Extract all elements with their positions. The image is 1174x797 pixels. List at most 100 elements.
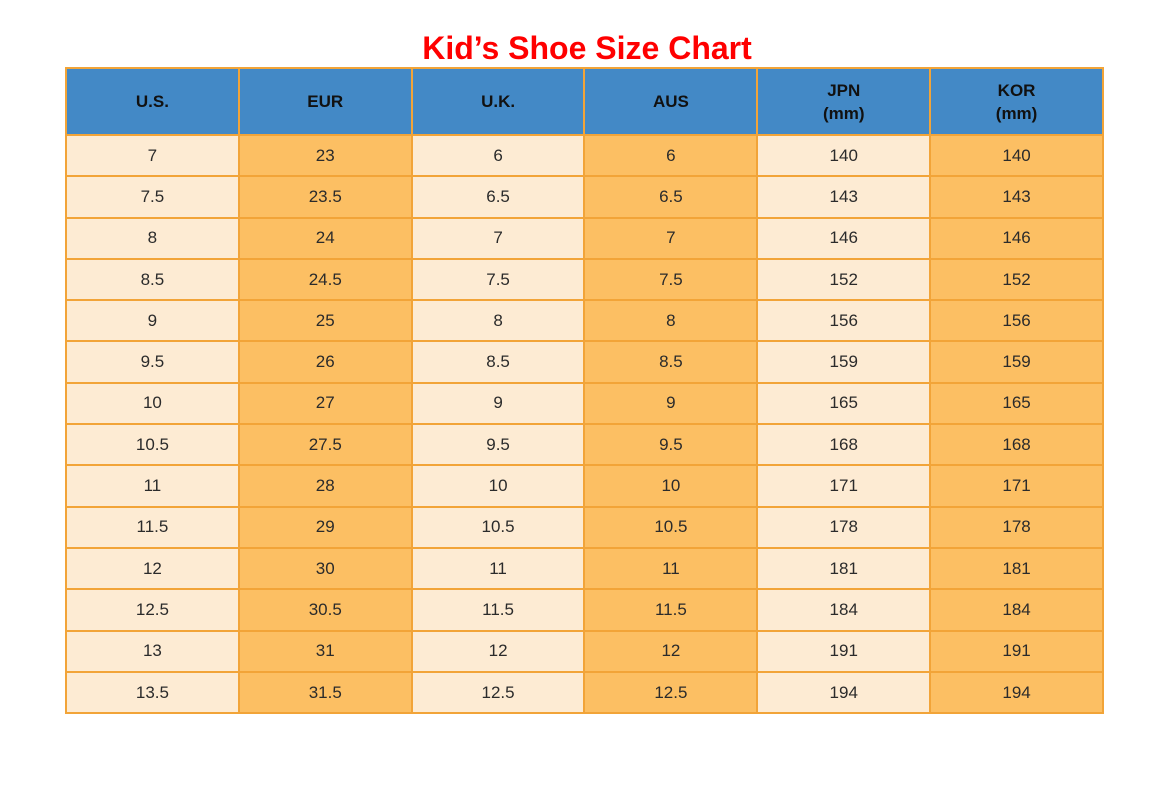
cell-jpn: 156: [756, 299, 932, 343]
cell-kor: 181: [929, 546, 1104, 591]
cell-us: 10: [65, 381, 240, 426]
page: Kid’s Shoe Size Chart U.S. EUR U.K. AUS JPN (…: [65, 30, 1104, 715]
cell-uk: 9.5: [410, 423, 586, 467]
cell-eur: 30.5: [237, 588, 413, 632]
cell-aus: 12.5: [583, 670, 759, 715]
cell-uk: 12.5: [410, 670, 586, 715]
cell-aus: 11: [583, 546, 759, 591]
cell-eur: 23.5: [237, 175, 413, 219]
column-header-label: JPN: [827, 80, 861, 100]
table-row: 7 23 6 6 140 140: [65, 133, 1104, 178]
cell-aus: 9.5: [583, 423, 759, 467]
cell-us: 7.5: [65, 175, 240, 219]
cell-uk: 6: [410, 133, 586, 178]
cell-uk: 7.5: [410, 257, 586, 302]
cell-jpn: 146: [756, 216, 932, 260]
table-row: 9.5 26 8.5 8.5 159 159: [65, 340, 1104, 384]
table-row: 8 24 7 7 146 146: [65, 216, 1104, 260]
cell-aus: 7.5: [583, 257, 759, 302]
cell-us: 8: [65, 216, 240, 260]
cell-kor: 191: [929, 629, 1104, 673]
cell-us: 12.5: [65, 588, 240, 632]
table-row: 12.5 30.5 11.5 11.5 184 184: [65, 588, 1104, 632]
cell-us: 13: [65, 629, 240, 673]
cell-aus: 7: [583, 216, 759, 260]
table-row: 8.5 24.5 7.5 7.5 152 152: [65, 257, 1104, 302]
cell-us: 8.5: [65, 257, 240, 302]
cell-kor: 146: [929, 216, 1104, 260]
column-header-eur: EUR: [237, 67, 413, 136]
cell-uk: 11.5: [410, 588, 586, 632]
column-header-aus: AUS: [583, 67, 759, 136]
cell-eur: 24: [237, 216, 413, 260]
column-header-jpn: JPN (mm): [756, 67, 932, 136]
table-row: 11.5 29 10.5 10.5 178 178: [65, 505, 1104, 549]
cell-kor: 178: [929, 505, 1104, 549]
cell-jpn: 184: [756, 588, 932, 632]
cell-us: 11.5: [65, 505, 240, 549]
table-row: 9 25 8 8 156 156: [65, 299, 1104, 343]
cell-jpn: 178: [756, 505, 932, 549]
shoe-size-table: U.S. EUR U.K. AUS JPN (mm) KOR (mm) 7 23 6 6 140 140…: [65, 67, 1104, 715]
cell-kor: 171: [929, 464, 1104, 508]
cell-eur: 31.5: [237, 670, 413, 715]
cell-eur: 26: [237, 340, 413, 384]
cell-uk: 12: [410, 629, 586, 673]
table-row: 11 28 10 10 171 171: [65, 464, 1104, 508]
cell-aus: 9: [583, 381, 759, 426]
cell-eur: 31: [237, 629, 413, 673]
cell-eur: 27.5: [237, 423, 413, 467]
cell-eur: 30: [237, 546, 413, 591]
cell-us: 9.5: [65, 340, 240, 384]
cell-us: 10.5: [65, 423, 240, 467]
cell-kor: 194: [929, 670, 1104, 715]
cell-us: 13.5: [65, 670, 240, 715]
page-title: Kid’s Shoe Size Chart: [422, 30, 752, 66]
cell-jpn: 168: [756, 423, 932, 467]
cell-eur: 23: [237, 133, 413, 178]
table-row: 12 30 11 11 181 181: [65, 546, 1104, 591]
cell-jpn: 181: [756, 546, 932, 591]
cell-eur: 27: [237, 381, 413, 426]
cell-kor: 152: [929, 257, 1104, 302]
cell-kor: 143: [929, 175, 1104, 219]
table-header-row: U.S. EUR U.K. AUS JPN (mm) KOR (mm): [65, 67, 1104, 136]
cell-aus: 12: [583, 629, 759, 673]
cell-uk: 11: [410, 546, 586, 591]
cell-eur: 28: [237, 464, 413, 508]
cell-jpn: 194: [756, 670, 932, 715]
cell-jpn: 165: [756, 381, 932, 426]
cell-jpn: 159: [756, 340, 932, 384]
cell-jpn: 143: [756, 175, 932, 219]
cell-us: 9: [65, 299, 240, 343]
column-header-sublabel: (mm): [995, 103, 1038, 123]
column-header-label: EUR: [307, 92, 344, 111]
column-header-label: U.S.: [135, 92, 169, 111]
cell-aus: 11.5: [583, 588, 759, 632]
cell-eur: 29: [237, 505, 413, 549]
cell-aus: 6: [583, 133, 759, 178]
cell-us: 12: [65, 546, 240, 591]
column-header-sublabel: (mm): [822, 103, 865, 123]
cell-kor: 168: [929, 423, 1104, 467]
cell-kor: 165: [929, 381, 1104, 426]
cell-kor: 156: [929, 299, 1104, 343]
cell-uk: 10.5: [410, 505, 586, 549]
cell-eur: 24.5: [237, 257, 413, 302]
cell-aus: 10.5: [583, 505, 759, 549]
table-row: 13.5 31.5 12.5 12.5 194 194: [65, 670, 1104, 715]
cell-kor: 184: [929, 588, 1104, 632]
cell-jpn: 191: [756, 629, 932, 673]
table-body: 7 23 6 6 140 140 7.5 23.5 6.5 6.5 143 143 8 24 7 7 146 14…: [65, 133, 1104, 715]
cell-uk: 8.5: [410, 340, 586, 384]
cell-jpn: 171: [756, 464, 932, 508]
cell-aus: 10: [583, 464, 759, 508]
cell-kor: 140: [929, 133, 1104, 178]
table-row: 10.5 27.5 9.5 9.5 168 168: [65, 423, 1104, 467]
cell-kor: 159: [929, 340, 1104, 384]
cell-uk: 9: [410, 381, 586, 426]
cell-aus: 6.5: [583, 175, 759, 219]
column-header-us: U.S.: [65, 67, 240, 136]
cell-us: 7: [65, 133, 240, 178]
column-header-label: KOR: [997, 80, 1036, 100]
